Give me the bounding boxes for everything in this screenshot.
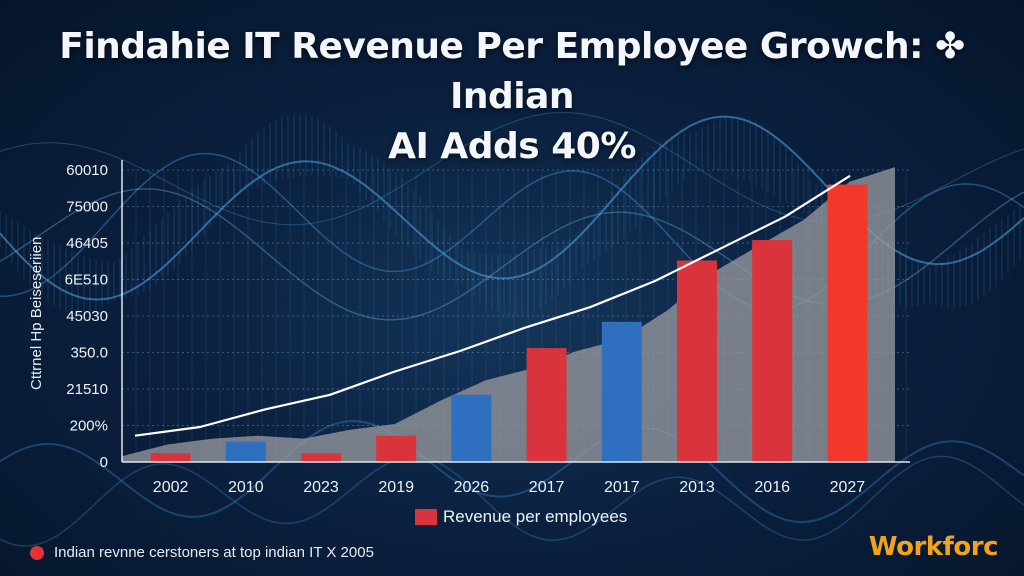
y-tick-label: 6E510 — [65, 272, 108, 289]
brand-logo: Workforc — [868, 532, 999, 562]
x-tick-label: 2017 — [604, 479, 640, 496]
x-tick-label: 2016 — [754, 479, 790, 496]
x-tick-label: 2002 — [153, 479, 189, 496]
chart-title: Findahie IT Revenue Per Employee Growch:… — [0, 22, 1024, 172]
bar-2019 — [376, 435, 417, 462]
y-tick-label: 45030 — [66, 308, 108, 325]
bar-2010 — [225, 441, 266, 462]
x-tick-label: 2010 — [228, 479, 264, 496]
title-line-2: AI Adds 40% — [388, 126, 636, 167]
y-tick-label: 75000 — [66, 199, 108, 216]
x-tick-label: 2026 — [454, 479, 490, 496]
x-tick-label: 2017 — [529, 479, 565, 496]
y-tick-label: 0 — [100, 454, 108, 471]
y-tick-label: 350.0 — [70, 345, 108, 362]
bar-2026 — [451, 394, 492, 462]
bar-2017 — [526, 348, 567, 462]
x-tick-label: 2013 — [679, 479, 715, 496]
x-tick-label: 2027 — [830, 479, 866, 496]
trend-line — [134, 174, 851, 437]
background-wave — [0, 420, 1024, 523]
y-tick-label: 46405 — [66, 235, 108, 252]
bar-2002 — [150, 453, 191, 462]
title-line-1: Findahie IT Revenue Per Employee Growch:… — [59, 26, 965, 117]
bar-2017 — [601, 321, 642, 462]
y-axis-label: Cttrnel Hp Beiseseriien — [28, 236, 45, 390]
bar-2023 — [301, 453, 341, 462]
bar-2027 — [827, 184, 868, 462]
bar-2013 — [677, 260, 717, 462]
footnote-text: Indian revnne cerstoners at top indian I… — [54, 544, 374, 561]
footnote-bullet-icon — [30, 545, 44, 560]
y-tick-label: 21510 — [66, 381, 108, 398]
x-tick-label: 2023 — [303, 479, 339, 496]
x-tick-label: 2019 — [378, 479, 414, 496]
legend-swatch — [415, 509, 437, 525]
footnote: Indian revnne cerstoners at top indian I… — [30, 544, 374, 561]
y-tick-label: 200% — [70, 418, 108, 435]
bar-2016 — [752, 240, 793, 462]
legend-label: Revenue per employees — [443, 507, 628, 526]
y-tick-label: 60010 — [66, 162, 108, 179]
legend: Revenue per employees — [415, 506, 627, 528]
background-wave — [0, 455, 1024, 547]
